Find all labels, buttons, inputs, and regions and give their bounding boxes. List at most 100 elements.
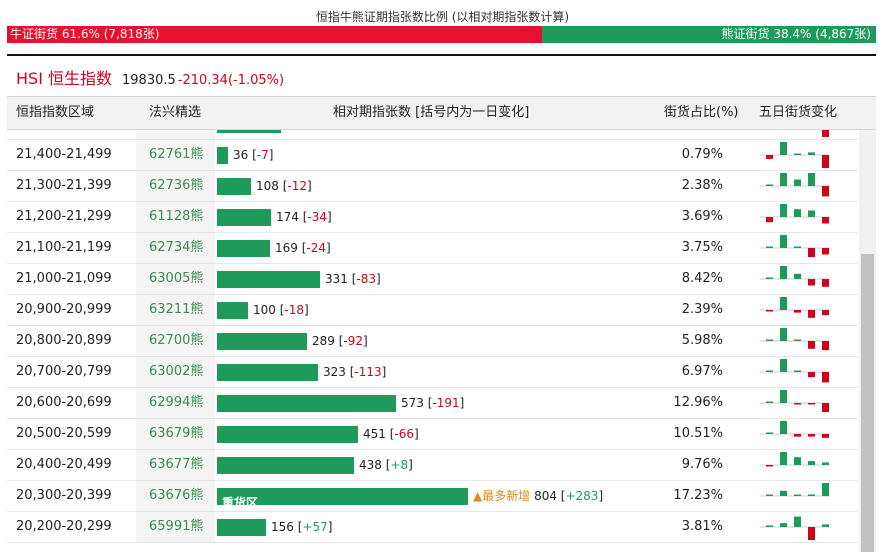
warrant-code-link[interactable]: 65991熊 — [149, 519, 204, 534]
sparkline-bar — [808, 152, 815, 155]
pick-cell: 62994熊 — [149, 388, 203, 418]
header-share: 街货占比(%) — [664, 105, 739, 120]
contracts-bar — [217, 209, 271, 226]
five-day-sparkline — [822, 130, 829, 137]
sparkline-bar — [780, 523, 787, 527]
contracts-value: 174 [-34] — [276, 210, 332, 224]
sparkline-bar — [822, 186, 829, 197]
sparkline-bar — [822, 130, 829, 137]
warrant-code-link[interactable]: 62736熊 — [149, 178, 204, 193]
five-day-sparkline — [760, 421, 830, 438]
warrant-code-link[interactable]: 63002熊 — [149, 364, 204, 379]
share-cell — [667, 130, 723, 139]
sparkline-bar — [808, 173, 815, 186]
contracts-value: 323 [-113] — [323, 365, 387, 379]
pick-cell-background — [136, 357, 215, 387]
bull-bear-ratio-bar: 牛证街货 61.6% (7,818张) 熊证街货 38.4% (4,867张) — [7, 26, 876, 43]
five-day-sparkline — [760, 452, 830, 467]
contracts-value: 100 [-18] — [253, 303, 309, 317]
pick-cell-background — [136, 233, 215, 263]
pick-cell: 62700熊 — [149, 326, 203, 356]
share-cell: 9.76% — [681, 457, 723, 472]
scrollbar-thumb[interactable] — [861, 254, 874, 552]
range-cell: 20,700-20,799 — [16, 364, 112, 379]
table-rows: 21,400-21,499 62761熊 36 [-7] 0.79% 21,300-21… — [7, 130, 858, 543]
table-body[interactable]: 21,400-21,499 62761熊 36 [-7] 0.79% 21,300-21… — [7, 130, 876, 552]
scrollbar[interactable] — [859, 130, 876, 552]
warrant-code-link[interactable]: 63677熊 — [149, 457, 204, 472]
warrant-code-link[interactable]: 62700熊 — [149, 333, 204, 348]
warrant-code-link[interactable]: 63676熊 — [149, 488, 204, 503]
contracts-number: 108 — [256, 179, 279, 193]
contracts-number: 804 — [534, 489, 557, 503]
sparkline-bar — [766, 217, 773, 223]
daily-change: -24 — [306, 241, 327, 255]
table-row: 20,900-20,999 63211熊 100 [-18] 2.39% — [7, 295, 858, 326]
table-row: 20,600-20,699 62994熊 573 [-191] 12.96% — [7, 388, 858, 419]
daily-change: -34 — [307, 210, 328, 224]
sparkline-bar — [794, 370, 801, 372]
warrant-code-link[interactable]: 63679熊 — [149, 426, 204, 441]
five-day-sparkline — [760, 359, 830, 383]
sparkline-bar — [766, 277, 773, 279]
table-row: 21,300-21,399 62736熊 108 [-12] 2.38% — [7, 171, 858, 202]
daily-change: -7 — [256, 148, 269, 162]
pick-cell-background — [136, 202, 215, 232]
bull-share-segment: 牛证街货 61.6% (7,818张) — [7, 26, 543, 43]
sparkline-bar — [780, 390, 787, 403]
sparkline-bar — [794, 339, 801, 341]
contracts-value: 169 [-24] — [275, 241, 331, 255]
daily-change: -66 — [394, 427, 415, 441]
sparkline-bar — [794, 273, 801, 279]
table-row: 21,400-21,499 62761熊 36 [-7] 0.79% — [7, 140, 858, 171]
table-row: 21,000-21,099 63005熊 331 [-83] 8.42% — [7, 264, 858, 295]
table-row: 20,400-20,499 63677熊 438 [+8] 9.76% — [7, 450, 858, 481]
table-row: 20,200-20,299 65991熊 156 [+57] 3.81% — [7, 512, 858, 543]
sparkline-bar — [822, 279, 829, 287]
table-row: 21,100-21,199 62734熊 169 [-24] 3.75% — [7, 233, 858, 264]
pick-cell-background — [136, 419, 215, 449]
pick-cell: 62761熊 — [149, 140, 203, 170]
contracts-bar — [217, 395, 396, 412]
daily-change: -12 — [287, 179, 308, 193]
pick-cell-background — [136, 264, 215, 294]
range-cell: 20,900-20,999 — [16, 302, 112, 317]
warrant-code-link[interactable]: 62761熊 — [149, 147, 204, 162]
sparkline-bar — [794, 310, 801, 313]
range-cell: 20,400-20,499 — [16, 457, 112, 472]
sparkline-bar — [808, 461, 815, 465]
contracts-bar — [217, 302, 248, 319]
pick-cell: 63002熊 — [149, 357, 203, 387]
sparkline-bar — [780, 266, 787, 279]
share-cell: 3.81% — [681, 519, 723, 534]
table-row: 20,500-20,599 63679熊 451 [-66] 10.51% — [7, 419, 858, 450]
contracts-number: 289 — [312, 334, 335, 348]
sparkline-bar — [780, 452, 787, 465]
sparkline-bar — [794, 457, 801, 465]
sparkline-bar — [808, 279, 815, 286]
warrant-code-link[interactable]: 62734熊 — [149, 240, 204, 255]
sparkline-bar — [808, 210, 815, 217]
warrant-code-link[interactable]: 63005熊 — [149, 271, 204, 286]
sparkline-bar — [766, 525, 773, 527]
sparkline-bar — [766, 494, 773, 496]
share-cell: 3.75% — [681, 240, 723, 255]
share-cell: 10.51% — [673, 426, 723, 441]
pick-cell: 63676熊 — [149, 481, 203, 511]
warrant-code-link[interactable]: 61128熊 — [149, 209, 204, 224]
sparkline-bar — [780, 359, 787, 372]
sparkline-bar — [780, 204, 787, 217]
share-cell: 8.42% — [681, 271, 723, 286]
warrant-code-link[interactable]: 62994熊 — [149, 395, 204, 410]
sparkline-bar — [808, 341, 815, 349]
index-price: 19830.5 — [122, 73, 176, 88]
contracts-number: 174 — [276, 210, 299, 224]
sparkline-bar — [822, 155, 829, 168]
contracts-value: 108 [-12] — [256, 179, 312, 193]
sparkline-bar — [794, 246, 801, 248]
warrant-code-link[interactable]: 63211熊 — [149, 302, 204, 317]
pick-cell-background — [136, 140, 215, 170]
sparkline-bar — [822, 524, 829, 527]
contracts-bar — [217, 178, 251, 195]
sparkline-bar — [794, 494, 801, 496]
